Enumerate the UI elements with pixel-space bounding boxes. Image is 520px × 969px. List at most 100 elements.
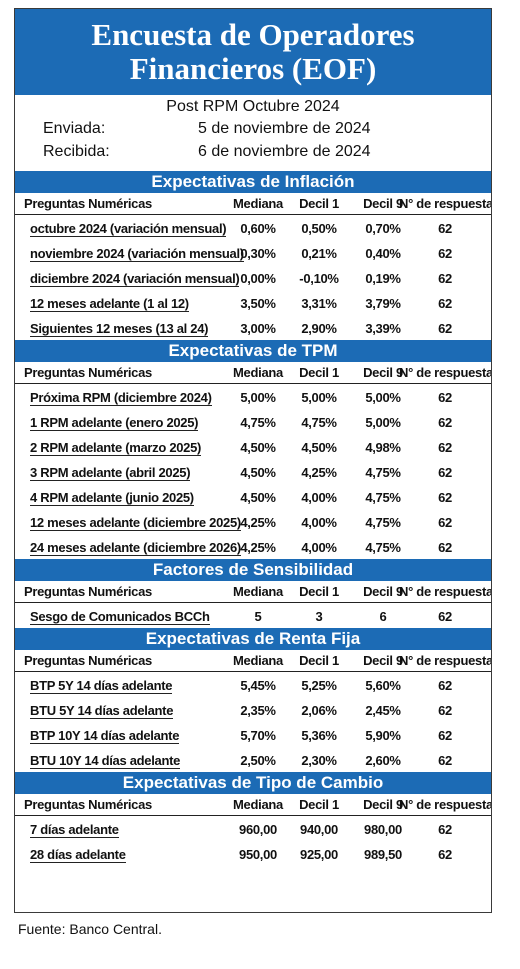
- column-header: Decil 1: [299, 584, 339, 599]
- table-cell: 2,60%: [365, 753, 401, 768]
- column-header: Decil 9: [363, 653, 403, 668]
- table-row: 3 RPM adelante (abril 2025) 4,50% 4,25% 4,7…: [15, 459, 491, 484]
- table-header: Preguntas Numéricas Mediana Decil 1 Decil 9…: [15, 581, 491, 603]
- table-cell: 62: [438, 540, 452, 555]
- column-header: N° de respuestas: [399, 653, 492, 668]
- table-row: Siguientes 12 meses (13 al 24) 3,00% 2,90%…: [15, 315, 491, 340]
- column-header: Mediana: [233, 653, 283, 668]
- table-header: Preguntas Numéricas Mediana Decil 1 Decil 9…: [15, 362, 491, 384]
- table-row: Sesgo de Comunicados BCCh 5 3 6 62: [15, 603, 491, 628]
- question-label: BTP 5Y 14 días adelante: [30, 678, 173, 694]
- table-cell: 3,39%: [365, 321, 401, 336]
- table-row: BTU 5Y 14 días adelante 2,35% 2,06% 2,45% 62: [15, 697, 491, 722]
- column-header: N° de respuestas: [399, 365, 492, 380]
- column-header: Decil 9: [363, 196, 403, 211]
- table-cell: 4,75%: [365, 490, 401, 505]
- section-title: Expectativas de Renta Fija: [15, 628, 491, 650]
- table-cell: 62: [438, 609, 452, 624]
- table-row: BTP 10Y 14 días adelante 5,70% 5,36% 5,90% 6…: [15, 722, 491, 747]
- table-row: 24 meses adelante (diciembre 2026) 4,25% 4…: [15, 534, 491, 559]
- table-cell: 2,45%: [365, 703, 401, 718]
- table-cell: 4,25%: [301, 465, 337, 480]
- table-cell: 0,60%: [240, 221, 276, 236]
- table-cell: 62: [438, 465, 452, 480]
- column-header: Mediana: [233, 584, 283, 599]
- table-row: 1 RPM adelante (enero 2025) 4,75% 4,75% 5,0…: [15, 409, 491, 434]
- column-header: Mediana: [233, 196, 283, 211]
- column-header: Decil 9: [363, 584, 403, 599]
- table-row: noviembre 2024 (variación mensual) 0,30% 0…: [15, 240, 491, 265]
- table-cell: 940,00: [300, 822, 338, 837]
- section-title: Expectativas de Inflación: [15, 171, 491, 193]
- column-header: Decil 1: [299, 196, 339, 211]
- table-row: octubre 2024 (variación mensual) 0,60% 0,5…: [15, 215, 491, 240]
- table-cell: 5,00%: [365, 390, 401, 405]
- column-header: Decil 1: [299, 653, 339, 668]
- table-cell: 980,00: [364, 822, 402, 837]
- table-cell: 0,40%: [365, 246, 401, 261]
- column-header: Preguntas Numéricas: [24, 797, 152, 812]
- sent-value: 5 de noviembre de 2024: [198, 120, 371, 137]
- table-cell: 5,00%: [301, 390, 337, 405]
- question-label: 12 meses adelante (1 al 12): [30, 296, 189, 312]
- column-header: Decil 1: [299, 797, 339, 812]
- table-cell: 4,50%: [240, 440, 276, 455]
- table-cell: 4,00%: [301, 490, 337, 505]
- column-header: Decil 9: [363, 797, 403, 812]
- question-label: BTU 10Y 14 días adelante: [30, 753, 181, 769]
- table-cell: 5,45%: [240, 678, 276, 693]
- table-cell: 4,50%: [240, 490, 276, 505]
- question-label: 12 meses adelante (diciembre 2025): [30, 515, 241, 531]
- table-cell: 4,75%: [365, 540, 401, 555]
- column-header: N° de respuestas: [399, 797, 492, 812]
- table-cell: 0,21%: [301, 246, 337, 261]
- table-cell: 62: [438, 822, 452, 837]
- table-cell: 4,75%: [365, 515, 401, 530]
- table-header: Preguntas Numéricas Mediana Decil 1 Decil 9…: [15, 650, 491, 672]
- section-title: Expectativas de TPM: [15, 340, 491, 362]
- column-header: Preguntas Numéricas: [24, 653, 152, 668]
- table-cell: 2,30%: [301, 753, 337, 768]
- table-cell: 5,00%: [240, 390, 276, 405]
- table-cell: 5,00%: [365, 415, 401, 430]
- section-title: Expectativas de Tipo de Cambio: [15, 772, 491, 794]
- table-cell: 62: [438, 703, 452, 718]
- table-cell: 62: [438, 847, 452, 862]
- table-cell: 4,50%: [301, 440, 337, 455]
- table-cell: 3,00%: [240, 321, 276, 336]
- table-row: 12 meses adelante (1 al 12) 3,50% 3,31% 3,7…: [15, 290, 491, 315]
- table-cell: 5: [254, 609, 262, 624]
- question-label: 7 días adelante: [30, 822, 119, 838]
- question-label: BTU 5Y 14 días adelante: [30, 703, 174, 719]
- table-cell: 62: [438, 271, 452, 286]
- table-cell: 62: [438, 390, 452, 405]
- table-cell: 2,50%: [240, 753, 276, 768]
- question-label: BTP 10Y 14 días adelante: [30, 728, 180, 744]
- table-row: 12 meses adelante (diciembre 2025) 4,25% 4…: [15, 509, 491, 534]
- table-cell: 0,30%: [240, 246, 276, 261]
- column-header: Decil 1: [299, 365, 339, 380]
- column-header: N° de respuestas: [399, 196, 492, 211]
- table-cell: 0,70%: [365, 221, 401, 236]
- survey-card: Encuesta de Operadores Financieros (EOF)…: [14, 8, 492, 913]
- table-row: 7 días adelante 960,00 940,00 980,00 62: [15, 816, 491, 841]
- table-cell: 62: [438, 321, 452, 336]
- title-banner: Encuesta de Operadores Financieros (EOF): [15, 9, 491, 95]
- table-cell: 4,25%: [240, 515, 276, 530]
- table-cell: 0,19%: [365, 271, 401, 286]
- question-label: 4 RPM adelante (junio 2025): [30, 490, 194, 506]
- table-row: BTU 10Y 14 días adelante 2,50% 2,30% 2,60% 6…: [15, 747, 491, 772]
- received-label: Recibida:: [43, 143, 110, 160]
- sent-label: Enviada:: [43, 120, 106, 137]
- column-header: Preguntas Numéricas: [24, 584, 152, 599]
- table-row: BTP 5Y 14 días adelante 5,45% 5,25% 5,60% 62: [15, 672, 491, 697]
- question-label: Siguientes 12 meses (13 al 24): [30, 321, 209, 337]
- source-note: Fuente: Banco Central.: [18, 921, 162, 937]
- question-label: noviembre 2024 (variación mensual): [30, 246, 244, 262]
- column-header: N° de respuestas: [399, 584, 492, 599]
- question-label: 1 RPM adelante (enero 2025): [30, 415, 199, 431]
- table-cell: 4,75%: [301, 415, 337, 430]
- table-row: diciembre 2024 (variación mensual) 0,00% -…: [15, 265, 491, 290]
- table-row: Próxima RPM (diciembre 2024) 5,00% 5,00% 5,…: [15, 384, 491, 409]
- table-cell: 4,98%: [365, 440, 401, 455]
